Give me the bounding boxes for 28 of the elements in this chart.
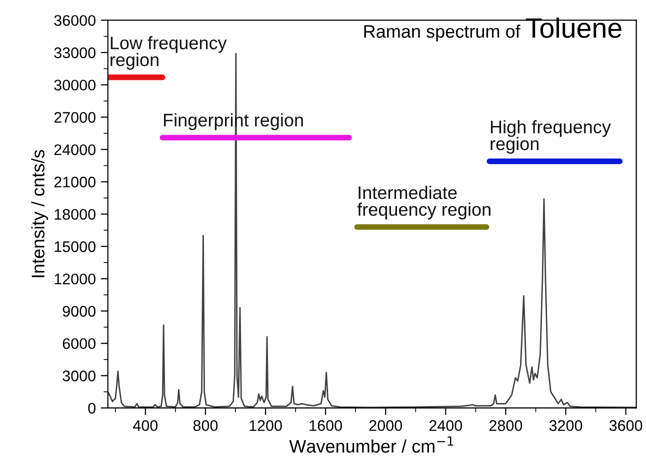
y-axis-title: Intensity / cnts/s	[31, 150, 48, 278]
y-tick-label: 21000	[54, 176, 96, 188]
x-tick-label: 3200	[549, 420, 582, 431]
x-axis-title: Wavenumber / cm$^{−1}$	[289, 436, 454, 453]
y-tick-label: 24000	[54, 144, 96, 156]
series-label: High frequency region	[490, 120, 611, 154]
x-tick-label: 2800	[489, 420, 522, 431]
y-tick-label: 36000	[54, 15, 96, 26]
y-tick-label: 33000	[54, 47, 96, 58]
x-tick-label: 1600	[310, 420, 342, 431]
x-tick-label: 2000	[369, 420, 402, 431]
y-tick-label: 6000	[62, 338, 96, 350]
chart-title: Raman spectrum of Toluene	[364, 18, 622, 42]
x-tick-label: 2400	[429, 420, 462, 431]
x-tick-label: 400	[133, 420, 158, 431]
y-tick-label: 12000	[54, 274, 96, 284]
x-tick-label: 800	[193, 420, 218, 431]
x-tick-label: 3600	[609, 420, 642, 431]
y-tick-label: 9000	[62, 306, 96, 317]
series-label: Low frequency region	[110, 36, 227, 70]
y-tick-label: 27000	[54, 112, 96, 123]
x-tick-label: 1200	[250, 420, 282, 431]
y-tick-label: 30000	[54, 80, 96, 91]
series-label: Intermediate frequency region	[357, 186, 490, 220]
y-tick-label: 15000	[54, 241, 96, 252]
y-tick-label: 3000	[62, 370, 96, 382]
y-tick-label: 0	[88, 402, 96, 414]
y-tick-label: 18000	[54, 208, 96, 220]
